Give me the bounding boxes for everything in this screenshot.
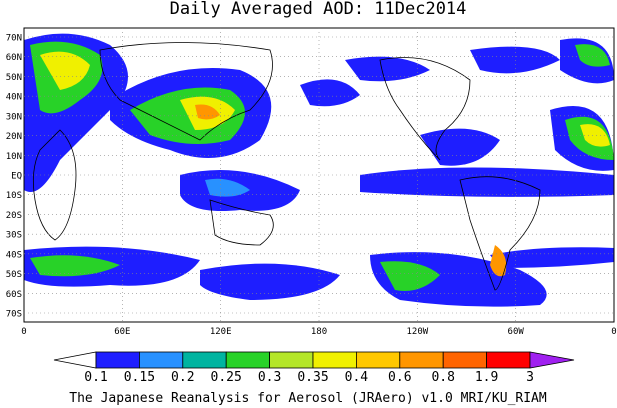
lat-label: 50S — [6, 270, 22, 280]
colorbar-box — [486, 351, 531, 369]
lon-label: 60W — [508, 327, 525, 337]
lat-label: 70S — [6, 310, 22, 320]
lon-label: 60E — [114, 327, 130, 337]
lat-label: 60S — [6, 290, 22, 300]
colorbar-label: 0.2 — [171, 370, 194, 385]
lat-label: 40N — [6, 93, 22, 103]
lat-label: 40S — [6, 250, 22, 260]
lat-label: 20N — [6, 132, 22, 142]
lon-label: 120E — [210, 327, 232, 337]
lat-label: 30S — [6, 231, 22, 241]
lon-label: 120W — [406, 327, 428, 337]
colorbar-box — [355, 351, 401, 369]
title: Daily Averaged AOD: 11Dec2014 — [170, 0, 467, 19]
lat-label: 10S — [6, 191, 22, 201]
colorbar-label: 0.3 — [258, 370, 281, 385]
colorbar-box — [225, 351, 270, 369]
colorbar-label: 0.35 — [297, 370, 328, 385]
colorbar-box — [182, 351, 227, 369]
colorbar-label: 1.9 — [475, 370, 498, 385]
colorbar-box — [269, 351, 314, 369]
lat-label: 50N — [6, 73, 22, 83]
lat-label: 30N — [6, 112, 22, 122]
lon-label: 180 — [311, 327, 327, 337]
footer: The Japanese Reanalysis for Aerosol (JRA… — [69, 391, 547, 406]
colorbar-box — [95, 351, 140, 369]
colorbar-label: 3 — [526, 370, 534, 385]
colorbar-label: 0.6 — [388, 370, 411, 385]
colorbar-label: 0.8 — [431, 370, 454, 385]
lat-label: 60N — [6, 53, 22, 63]
colorbar-label: 0.1 — [84, 370, 107, 385]
colorbar-box — [138, 351, 184, 369]
lat-label: 20S — [6, 211, 22, 221]
lat-label: EQ — [11, 172, 22, 182]
colorbar-label: 0.4 — [345, 370, 369, 385]
lon-label: 0 — [21, 327, 26, 337]
lon-label: 0 — [611, 327, 616, 337]
colorbar-box — [442, 351, 488, 369]
colorbar-box — [312, 351, 357, 369]
lat-label: 70N — [6, 34, 22, 44]
colorbar-label: 0.25 — [211, 370, 242, 385]
colorbar-box — [399, 351, 444, 369]
lat-label: 10N — [6, 152, 22, 162]
colorbar-low-triangle — [53, 351, 97, 369]
colorbar-label: 0.15 — [124, 370, 155, 385]
colorbar-high-triangle — [529, 351, 575, 369]
